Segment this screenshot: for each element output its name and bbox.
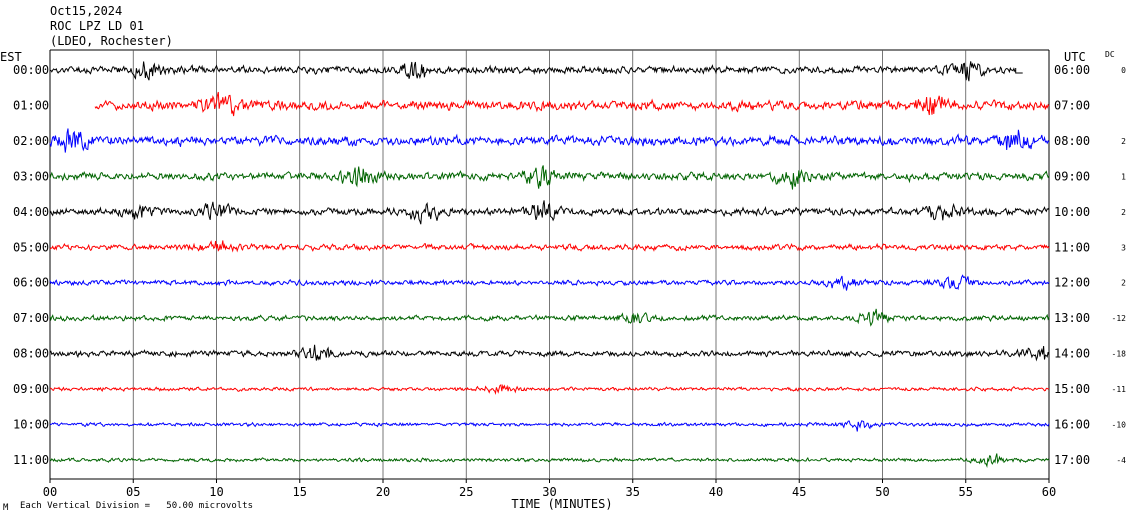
trace-row-00:00 bbox=[49, 61, 1017, 82]
dc-value-9: -11 bbox=[1112, 385, 1127, 394]
trace-row-01:00 bbox=[94, 91, 1050, 117]
x-tick-label-15: 15 bbox=[293, 485, 307, 499]
utc-time-16:00: 16:00 bbox=[1054, 418, 1090, 432]
trace-row-10:00 bbox=[49, 420, 1050, 432]
utc-time-07:00: 07:00 bbox=[1054, 98, 1090, 112]
utc-time-14:00: 14:00 bbox=[1054, 347, 1090, 361]
utc-time-12:00: 12:00 bbox=[1054, 276, 1090, 290]
trace-row-11:00 bbox=[49, 453, 1050, 468]
dc-value-2: 2 bbox=[1121, 137, 1126, 146]
dc-value-3: 1 bbox=[1121, 172, 1126, 181]
utc-time-11:00: 11:00 bbox=[1054, 240, 1090, 254]
est-label: EST bbox=[0, 50, 22, 64]
x-tick-label-50: 50 bbox=[875, 485, 889, 499]
trace-row-08:00 bbox=[49, 344, 1050, 362]
est-time-08:00: 08:00 bbox=[13, 347, 49, 361]
x-tick-label-00: 00 bbox=[43, 485, 57, 499]
est-time-02:00: 02:00 bbox=[13, 134, 49, 148]
est-time-04:00: 04:00 bbox=[13, 205, 49, 219]
est-time-09:00: 09:00 bbox=[13, 382, 49, 396]
est-time-10:00: 10:00 bbox=[13, 418, 49, 432]
chart-date: Oct15,2024 bbox=[50, 4, 123, 18]
x-tick-label-45: 45 bbox=[792, 485, 806, 499]
vertical-scale-note: Each Vertical Division = 50.00 microvolt… bbox=[20, 501, 253, 511]
x-tick-label-10: 10 bbox=[209, 485, 223, 499]
dc-value-11: -4 bbox=[1116, 456, 1126, 465]
trace-row-04:00 bbox=[49, 200, 1050, 225]
chart-network: (LDEO, Rochester) bbox=[50, 34, 173, 48]
est-time-05:00: 05:00 bbox=[13, 240, 49, 254]
dc-value-8: -18 bbox=[1112, 350, 1127, 359]
footer-mark: M bbox=[3, 503, 9, 513]
x-tick-label-25: 25 bbox=[459, 485, 473, 499]
est-time-11:00: 11:00 bbox=[13, 453, 49, 467]
x-tick-label-05: 05 bbox=[126, 485, 140, 499]
x-tick-label-20: 20 bbox=[376, 485, 390, 499]
x-tick-label-60: 60 bbox=[1042, 485, 1056, 499]
dc-value-6: 2 bbox=[1121, 279, 1126, 288]
trace-end-mark bbox=[1015, 68, 1023, 74]
est-time-06:00: 06:00 bbox=[13, 276, 49, 290]
trace-row-09:00 bbox=[50, 383, 1050, 395]
est-time-00:00: 00:00 bbox=[13, 63, 49, 77]
dc-value-4: 2 bbox=[1121, 208, 1126, 217]
utc-time-08:00: 08:00 bbox=[1054, 134, 1090, 148]
utc-label: UTC bbox=[1064, 50, 1086, 64]
dc-value-10: -10 bbox=[1112, 421, 1127, 430]
utc-time-09:00: 09:00 bbox=[1054, 169, 1090, 183]
dc-value-5: 3 bbox=[1121, 243, 1126, 252]
time-gridlines bbox=[49, 49, 1050, 483]
x-tick-label-55: 55 bbox=[959, 485, 973, 499]
est-time-01:00: 01:00 bbox=[13, 98, 49, 112]
trace-row-06:00 bbox=[49, 274, 1050, 291]
dc-value-7: -12 bbox=[1112, 314, 1127, 323]
chart-station: ROC LPZ LD 01 bbox=[50, 19, 144, 33]
trace-row-02:00 bbox=[49, 128, 1050, 153]
utc-time-15:00: 15:00 bbox=[1054, 382, 1090, 396]
dc-label: DC bbox=[1105, 50, 1115, 59]
utc-time-13:00: 13:00 bbox=[1054, 311, 1090, 325]
dc-value-0: 0 bbox=[1121, 66, 1126, 75]
x-tick-label-30: 30 bbox=[542, 485, 556, 499]
utc-time-10:00: 10:00 bbox=[1054, 205, 1090, 219]
x-axis-label: TIME (MINUTES) bbox=[511, 497, 612, 511]
utc-time-17:00: 17:00 bbox=[1054, 453, 1090, 467]
trace-row-07:00 bbox=[49, 308, 1050, 327]
x-tick-label-40: 40 bbox=[709, 485, 723, 499]
est-time-03:00: 03:00 bbox=[13, 169, 49, 183]
seismic-traces bbox=[49, 61, 1050, 468]
x-tick-label-35: 35 bbox=[626, 485, 640, 499]
est-time-07:00: 07:00 bbox=[13, 311, 49, 325]
utc-time-06:00: 06:00 bbox=[1054, 63, 1090, 77]
trace-row-05:00 bbox=[49, 240, 1050, 253]
trace-row-03:00 bbox=[49, 165, 1050, 190]
